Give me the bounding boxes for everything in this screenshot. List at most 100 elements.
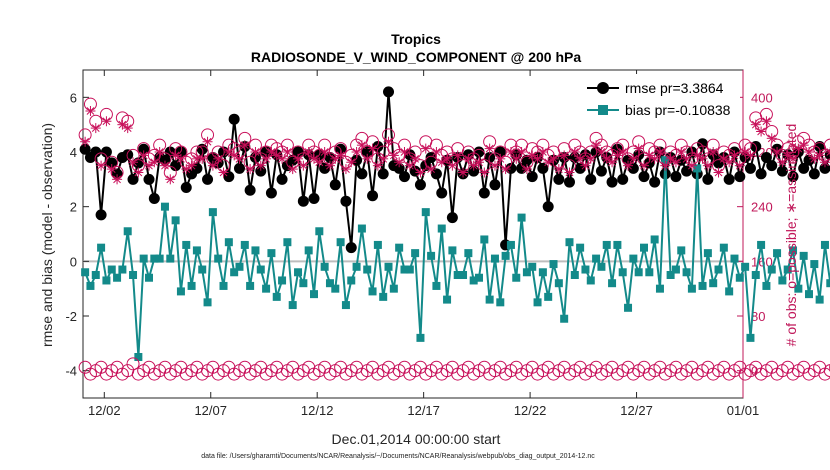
obs_assimilated-point (724, 157, 735, 168)
rmse-point (542, 201, 554, 213)
obs_assimilated-point (623, 160, 634, 171)
obs_assimilated-point (410, 153, 421, 164)
obs_assimilated-point (564, 167, 575, 178)
obs_assimilated-point (686, 160, 697, 171)
obs_assimilated-point (436, 157, 447, 168)
bias-point (139, 254, 148, 263)
bias-point (224, 238, 233, 247)
obs_assimilated-point (591, 140, 602, 151)
rmse-point (356, 168, 368, 180)
bias-point (235, 262, 244, 271)
obs_assimilated-point (319, 147, 330, 157)
obs_assimilated-point (505, 147, 516, 157)
legend-label-bias: bias pr=-0.10838 (625, 102, 731, 118)
rmse-point (798, 162, 810, 174)
x-tick-label: 12/02 (88, 403, 121, 418)
obs_assimilated-point (399, 147, 410, 157)
y-tick-label-left: 0 (70, 254, 77, 269)
bias-point (757, 240, 766, 249)
obs_assimilated-point (346, 157, 357, 168)
bias-point (432, 281, 441, 290)
rmse-point (606, 176, 618, 188)
bias-point (405, 265, 414, 274)
bias-point (443, 295, 452, 304)
bias-point (666, 271, 675, 279)
bias-point (219, 281, 228, 290)
bias-point (373, 240, 382, 249)
bias-point (783, 265, 792, 274)
bias-point (820, 240, 829, 249)
bias-point (304, 246, 313, 255)
obs_assimilated-point (532, 153, 543, 164)
obs_assimilated-point (330, 153, 341, 164)
obs_assimilated-point (463, 153, 474, 164)
bias-point (421, 208, 430, 217)
obs_assimilated-point (144, 160, 154, 171)
bias-point (618, 268, 627, 277)
rmse-point (638, 171, 650, 183)
obs_assimilated-point (181, 164, 192, 175)
bias-point (602, 240, 611, 249)
obs_assimilated-point (324, 160, 335, 171)
bias-point (576, 243, 585, 252)
bias-point (512, 273, 521, 282)
obs_assimilated-point (122, 123, 133, 134)
obs_assimilated-point (639, 160, 649, 171)
rmse-point (526, 171, 538, 183)
bias-point (171, 216, 180, 225)
rmse-point (377, 168, 389, 180)
obs_assimilated-point (452, 150, 463, 161)
bias-point (485, 295, 494, 304)
obs_assimilated-point (575, 153, 586, 164)
obs_assimilated-point (159, 160, 170, 171)
rmse-point (398, 171, 410, 183)
bias-point (379, 292, 388, 301)
bias-point (395, 243, 404, 252)
y-axis-label-left: rmse and bias (model - observation) (39, 123, 55, 347)
bias-point (118, 265, 127, 274)
rmse-point (617, 173, 629, 185)
rmse-point (292, 146, 304, 158)
bias-point (522, 268, 531, 277)
obs_assimilated-point (85, 106, 96, 116)
bias-point (97, 243, 106, 252)
x-tick-label: 12/07 (194, 403, 227, 418)
obs_assimilated-point (798, 140, 809, 151)
rmse-point (367, 190, 379, 202)
rmse-point (585, 173, 597, 185)
obs_assimilated-point (303, 147, 314, 157)
bias-point (123, 227, 132, 236)
obs_assimilated-point (692, 150, 703, 161)
bias-point (581, 265, 590, 274)
obs_assimilated-point (681, 153, 692, 164)
obs_assimilated-point (431, 147, 442, 157)
y-tick-label-right: 80 (751, 309, 765, 324)
rmse-point (100, 146, 112, 158)
rmse-point (202, 173, 214, 185)
obs_assimilated-point (229, 150, 240, 161)
obs_assimilated-point (569, 147, 580, 157)
obs_possible-point (823, 138, 830, 152)
y-tick-label-left: 4 (70, 145, 77, 160)
bias-point (528, 262, 537, 271)
obs_assimilated-point (175, 153, 186, 164)
rmse-point (776, 165, 788, 177)
obs_assimilated-point (660, 160, 671, 171)
obs_assimilated-point (601, 153, 612, 164)
bias-point (624, 303, 633, 312)
rmse-point (537, 162, 549, 174)
rmse-point (79, 143, 91, 155)
rmse-point (329, 179, 341, 191)
obs_assimilated-point (617, 147, 628, 157)
rmse-point (361, 146, 373, 158)
x-tick-label: 12/27 (620, 403, 653, 418)
rmse-point (446, 212, 458, 224)
bias-point (677, 246, 686, 255)
obs_possible_lower-point (823, 364, 830, 378)
obs_assimilated-point (825, 147, 830, 157)
rmse-point (143, 173, 155, 185)
obs_assimilated-point (96, 160, 107, 171)
rmse-point (95, 209, 107, 221)
bias-point (698, 281, 707, 290)
obs_assimilated-point (819, 157, 830, 168)
